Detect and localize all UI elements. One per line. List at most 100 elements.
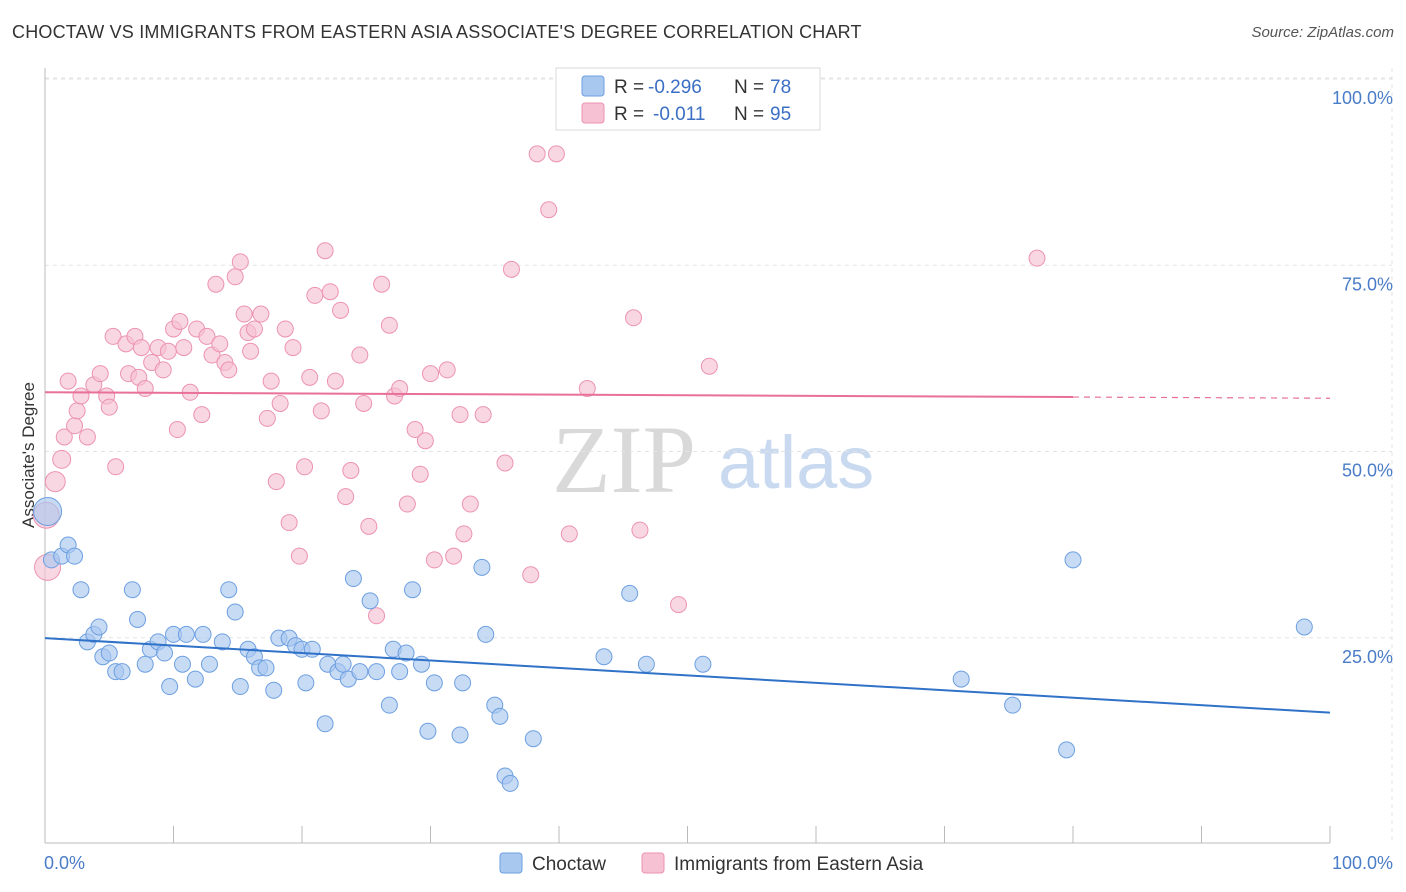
y-tick-label: 100.0%	[1332, 88, 1393, 108]
asia-point	[522, 566, 540, 584]
choctaw-point	[473, 558, 491, 576]
asia-point	[326, 372, 344, 390]
asia-point	[461, 495, 479, 513]
asia-point	[207, 275, 225, 293]
asia-point	[411, 465, 429, 483]
choctaw-point	[595, 648, 613, 666]
asia-point	[44, 471, 66, 493]
choctaw-point	[1295, 618, 1313, 636]
choctaw-point	[33, 496, 63, 526]
choctaw-point	[136, 655, 154, 673]
asia-point	[368, 607, 386, 625]
choctaw-point	[1064, 551, 1082, 569]
asia-point	[321, 283, 339, 301]
y-tick-label: 75.0%	[1342, 274, 1393, 294]
asia-point	[502, 260, 520, 278]
legend-r-value-choctaw: -0.296	[648, 77, 702, 98]
choctaw-trend-line	[44, 637, 1331, 714]
choctaw-point	[361, 592, 379, 610]
asia-point	[262, 372, 280, 390]
chart-title: CHOCTAW VS IMMIGRANTS FROM EASTERN ASIA …	[12, 22, 862, 42]
asia-point	[398, 495, 416, 513]
choctaw-point	[213, 633, 231, 651]
asia-point	[284, 339, 302, 357]
choctaw-point	[637, 655, 655, 673]
choctaw-point	[404, 581, 422, 599]
asia-point	[332, 301, 350, 319]
legend-n-label-asia: N =	[734, 104, 764, 125]
choctaw-point	[380, 696, 398, 714]
legend-r-value-asia: -0.011	[653, 104, 705, 125]
legend-swatch-choctaw	[581, 75, 605, 97]
asia-point	[100, 398, 118, 416]
asia-point	[104, 327, 122, 345]
choctaw-point	[454, 674, 472, 692]
asia-point	[220, 361, 238, 379]
asia-point	[1028, 249, 1046, 267]
asia-point	[136, 380, 154, 398]
asia-point	[276, 320, 294, 338]
asia-point	[373, 275, 391, 293]
choctaw-point	[501, 774, 519, 792]
choctaw-point	[194, 625, 212, 643]
choctaw-point	[1004, 696, 1022, 714]
asia-point	[193, 406, 211, 424]
choctaw-point	[451, 726, 469, 744]
choctaw-point	[129, 611, 147, 628]
choctaw-point	[477, 625, 495, 643]
x-tick-label-min: 0.0%	[44, 853, 85, 873]
legend-swatch-asia	[581, 102, 605, 124]
asia-point	[312, 402, 330, 420]
watermark-atlas: atlas	[718, 421, 874, 504]
choctaw-point	[368, 663, 386, 681]
series-legend: Choctaw Immigrants from Eastern Asia	[499, 852, 924, 875]
x-axis-ticks	[44, 826, 1331, 843]
choctaw-point	[524, 730, 542, 748]
asia-point	[59, 372, 77, 390]
choctaw-point	[173, 655, 191, 673]
choctaw-point	[316, 715, 334, 733]
asia-point	[700, 357, 718, 375]
choctaw-point	[161, 678, 179, 696]
bottom-legend-label-asia: Immigrants from Eastern Asia	[674, 854, 924, 875]
bottom-legend-swatch-choctaw	[499, 852, 523, 874]
choctaw-point	[200, 655, 218, 673]
series-choctaw	[33, 496, 1313, 792]
asia-point	[226, 268, 244, 286]
choctaw-point	[226, 603, 244, 621]
asia-point	[422, 365, 439, 383]
choctaw-point	[425, 674, 443, 692]
asia-point	[316, 242, 334, 260]
choctaw-point	[334, 655, 352, 673]
asia-trend-line	[44, 391, 1074, 399]
asia-point	[438, 361, 456, 379]
choctaw-point	[1058, 741, 1076, 759]
choctaw-point	[177, 625, 195, 643]
choctaw-point	[100, 644, 118, 662]
choctaw-point	[156, 644, 174, 662]
asia-point	[290, 547, 308, 565]
y-tick-label: 50.0%	[1342, 461, 1393, 481]
legend-n-label-choctaw: N =	[734, 77, 764, 98]
asia-point	[451, 406, 469, 424]
asia-point	[68, 402, 86, 420]
legend-n-value-choctaw: 78	[770, 77, 791, 98]
y-axis-title: Associate's Degree	[19, 382, 38, 528]
asia-point	[342, 462, 360, 479]
choctaw-point	[113, 663, 131, 681]
asia-point	[252, 305, 270, 323]
asia-point	[168, 421, 186, 439]
choctaw-point	[344, 570, 362, 588]
asia-point	[337, 488, 355, 506]
watermark-zip: ZIP	[552, 406, 696, 513]
asia-point	[267, 473, 285, 491]
asia-point	[474, 406, 492, 424]
asia-point	[271, 394, 289, 412]
asia-point	[235, 305, 253, 323]
choctaw-point	[397, 644, 415, 662]
asia-point	[355, 394, 373, 412]
choctaw-point	[297, 674, 315, 692]
asia-point	[171, 313, 189, 330]
stats-legend: R = -0.296 N = 78 R = -0.011 N = 95	[555, 67, 821, 131]
